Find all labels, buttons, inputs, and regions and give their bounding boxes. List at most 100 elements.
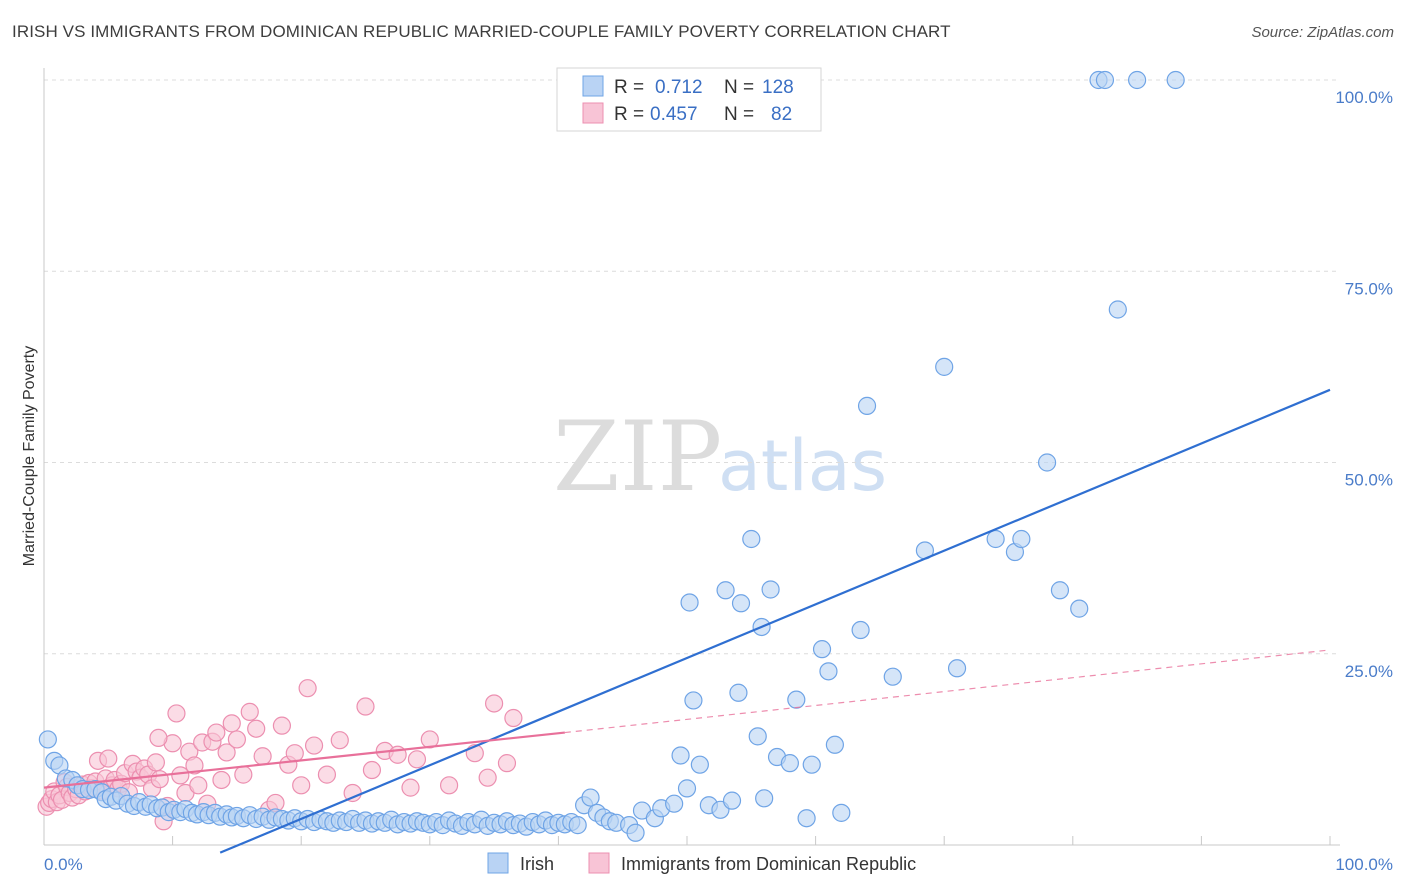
dominican-point [285, 744, 304, 763]
irish-r-label: R = [614, 77, 644, 98]
irish-point [684, 691, 703, 710]
y-tick-label: 25.0% [1345, 662, 1393, 681]
dominican-point [504, 708, 523, 728]
dominican-n-label: N = [724, 104, 754, 125]
dominican-point [272, 716, 292, 735]
irish-point [947, 659, 967, 678]
irish-point [1166, 70, 1185, 90]
irish-r-value: 0.712 [655, 77, 703, 98]
x-tick-label-min: 0.0% [44, 855, 83, 874]
dominican-point [407, 750, 427, 769]
irish-point [883, 667, 902, 686]
dominican-point [167, 704, 186, 723]
irish-point [680, 593, 699, 612]
y-tick-label: 75.0% [1345, 279, 1393, 298]
irish-point [787, 690, 806, 709]
irish-point [1108, 300, 1127, 319]
dominican-point [99, 749, 118, 768]
dominican-point [171, 766, 190, 785]
irish-point [761, 580, 780, 599]
series-legend: Irish Immigrants from Dominican Republic [487, 852, 916, 874]
dominican-point [330, 731, 349, 750]
dominican-trend-line [43, 731, 565, 789]
irish-point [1050, 581, 1070, 600]
irish-point [690, 755, 709, 774]
irish-point [748, 727, 767, 746]
dominican-trend-extension [564, 649, 1331, 734]
irish-point [797, 809, 816, 828]
dominican-point [240, 702, 259, 721]
irish-n-label: N = [724, 77, 754, 98]
irish-point [755, 789, 774, 808]
stats-legend: R = 0.712 N = 128 R = 0.457 N = 82 [556, 67, 822, 132]
irish-point [812, 640, 832, 659]
irish-point [38, 730, 57, 749]
irish-point [832, 803, 851, 822]
irish-point [568, 816, 587, 835]
dominican-point [146, 753, 165, 772]
dominican-point [222, 714, 241, 733]
dominican-r-value: 0.457 [650, 104, 698, 125]
irish-point [857, 396, 877, 415]
dominican-point [234, 765, 253, 784]
irish-point [1070, 599, 1089, 618]
irish-point [1012, 529, 1031, 549]
irish-point [729, 683, 748, 702]
watermark-atlas: atlas [718, 425, 887, 507]
y-axis-label: Married-Couple Family Poverty [21, 346, 38, 567]
dominican-point [439, 776, 459, 795]
dominican-r-label: R = [614, 104, 644, 125]
dominican-point [401, 778, 420, 797]
irish-point [722, 791, 742, 810]
dominican-point [478, 768, 497, 787]
dominican-point [356, 697, 375, 716]
dominican-point [207, 723, 226, 742]
source-credit: Source: ZipAtlas.com [1251, 24, 1394, 41]
dominican-point [150, 770, 169, 789]
dominican-point [298, 679, 317, 698]
irish-point [935, 357, 954, 376]
irish-point [802, 755, 821, 774]
dominican-point [247, 719, 266, 738]
irish-point [986, 529, 1005, 549]
dominican-point [362, 760, 382, 780]
dominican-point [497, 754, 517, 773]
legend-irish-label: Irish [520, 854, 554, 874]
dominican-point [212, 770, 231, 790]
irish-point [819, 662, 838, 681]
irish-point [1095, 70, 1115, 90]
irish-point [677, 779, 697, 798]
irish-point [671, 746, 690, 765]
x-tick-label-max: 100.0% [1335, 855, 1393, 874]
dominican-point [227, 730, 246, 749]
irish-point [780, 754, 799, 773]
y-tick-label: 100.0% [1335, 88, 1393, 107]
series-dominican-points [37, 679, 523, 831]
irish-n-value: 128 [762, 77, 794, 98]
legend-irish-swatch [487, 852, 509, 874]
dominican-n-value: 82 [771, 104, 792, 125]
irish-point [665, 794, 684, 813]
irish-point [626, 823, 645, 842]
dominican-point [292, 776, 311, 795]
irish-point [1127, 70, 1147, 90]
irish-point [581, 788, 600, 807]
watermark-zip: ZIP [553, 401, 722, 513]
dominican-point [304, 736, 324, 755]
dominican-point [185, 756, 204, 775]
irish-trend-line [219, 388, 1331, 854]
dominican-point [253, 747, 272, 766]
dominican-point [189, 776, 208, 795]
irish-point [851, 620, 870, 640]
irish-point [742, 529, 761, 549]
irish-point [731, 594, 751, 613]
irish-swatch [582, 75, 604, 97]
irish-point [1037, 453, 1057, 472]
legend-dominican-swatch [588, 852, 610, 874]
irish-point [825, 735, 844, 754]
chart-title: IRISH VS IMMIGRANTS FROM DOMINICAN REPUB… [12, 22, 951, 41]
y-tick-label: 50.0% [1345, 471, 1393, 490]
gridlines [44, 79, 1340, 655]
trend-lines [43, 388, 1331, 854]
